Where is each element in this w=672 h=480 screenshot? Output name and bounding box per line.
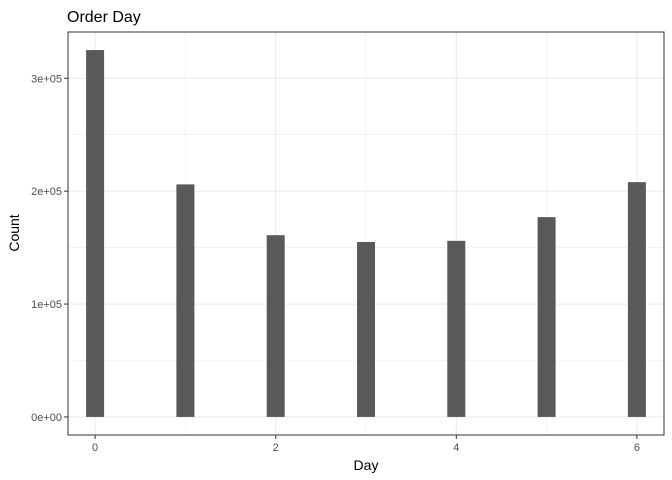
bar-day-2 [266, 235, 285, 417]
x-axis: 0 2 4 6 [92, 435, 640, 454]
bar-day-4 [447, 240, 466, 417]
bar-day-3 [357, 241, 375, 417]
y-axis-title: Count [6, 214, 22, 251]
chart-title: Order Day [67, 9, 141, 26]
bar-day-1 [176, 184, 195, 417]
y-tick-label: 0e+00 [31, 412, 62, 424]
y-axis: 0e+00 1e+05 2e+05 3e+05 [31, 73, 68, 424]
x-axis-title: Day [354, 457, 379, 473]
x-tick-label: 6 [634, 442, 640, 454]
x-tick-label: 2 [273, 442, 279, 454]
bars [86, 50, 646, 417]
bar-day-6 [627, 182, 646, 417]
y-tick-label: 3e+05 [31, 73, 62, 85]
x-tick-label: 4 [453, 442, 459, 454]
bar-day-0 [86, 50, 105, 417]
y-tick-label: 2e+05 [31, 186, 62, 198]
plot-panel-border [67, 31, 665, 436]
x-tick-label: 0 [92, 442, 98, 454]
y-tick-label: 1e+05 [31, 299, 62, 311]
bar-day-5 [537, 217, 556, 417]
